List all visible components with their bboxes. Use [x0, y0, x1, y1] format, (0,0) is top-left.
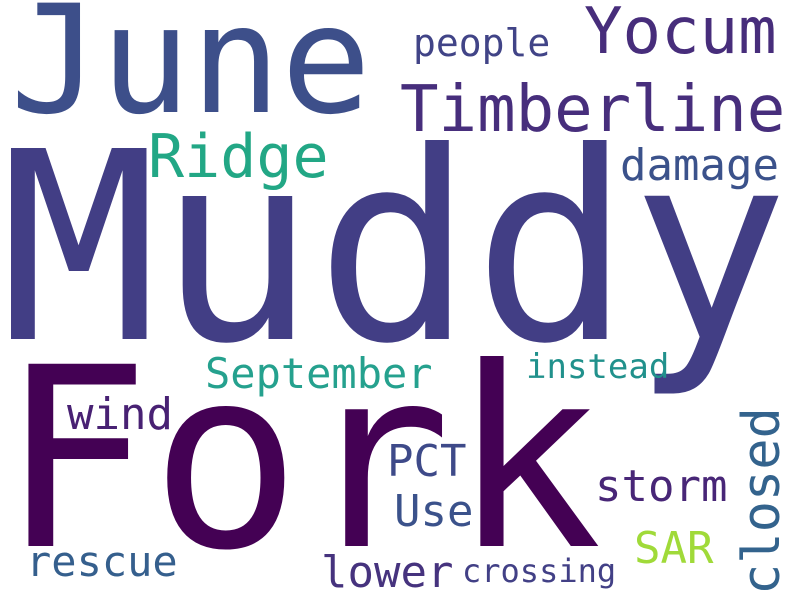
word-crossing: crossing: [462, 552, 617, 590]
word-instead: instead: [526, 347, 670, 387]
word-people: people: [413, 21, 551, 65]
word-wind: wind: [67, 389, 173, 440]
word-september: September: [205, 349, 433, 398]
word-muddy: Muddy: [0, 96, 789, 401]
word-rescue: rescue: [26, 537, 178, 586]
word-closed: closed: [732, 407, 792, 595]
word-pct: PCT: [387, 436, 467, 487]
word-use: Use: [394, 486, 474, 537]
word-june: June: [10, 0, 372, 148]
word-sar: SAR: [634, 523, 714, 574]
word-timberline: Timberline: [400, 73, 786, 147]
word-damage: damage: [620, 140, 779, 191]
word-yocum: Yocum: [584, 0, 777, 69]
word-lower: lower: [321, 547, 454, 598]
word-storm: storm: [595, 461, 728, 512]
word-fork: Fork: [0, 314, 603, 600]
word-ridge: Ridge: [148, 122, 329, 192]
